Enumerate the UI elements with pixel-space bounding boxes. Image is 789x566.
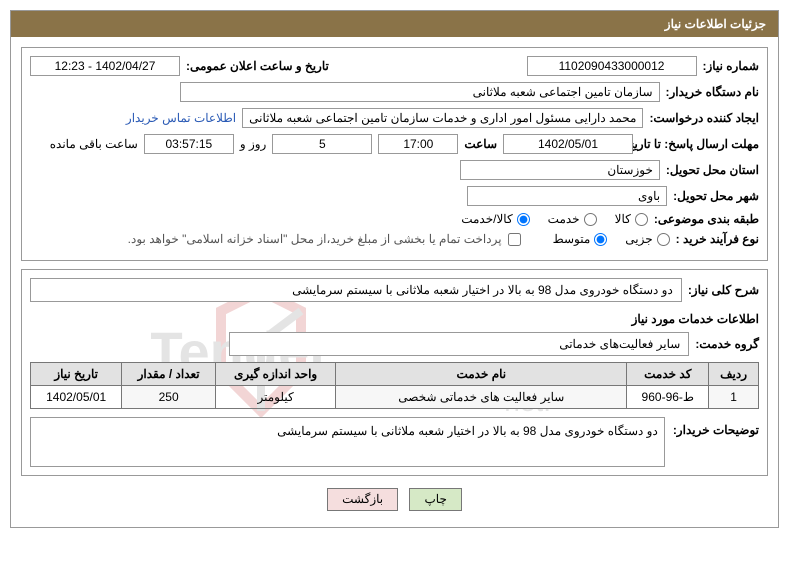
th-unit: واحد اندازه گیری <box>216 363 336 386</box>
public-announce-label: تاریخ و ساعت اعلان عمومی: <box>186 59 329 73</box>
purchase-type-group: جزیی متوسط <box>553 232 670 246</box>
info-box: شماره نیاز: 1102090433000012 تاریخ و ساع… <box>21 47 768 261</box>
purchase-type-label: نوع فرآیند خرید : <box>676 232 759 246</box>
table-header-row: ردیف کد خدمت نام خدمت واحد اندازه گیری ت… <box>31 363 759 386</box>
service-group-label: گروه خدمت: <box>695 337 759 351</box>
need-box: شرح کلی نیاز: دو دستگاه خودروی مدل 98 به… <box>21 269 768 476</box>
button-row: چاپ بازگشت <box>21 488 768 511</box>
panel-title: جزئیات اطلاعات نیاز <box>11 11 778 37</box>
buyer-contact-link[interactable]: اطلاعات تماس خریدار <box>126 111 236 125</box>
table-row: 1 ط-96-960 سایر فعالیت های خدماتی شخصی ک… <box>31 386 759 409</box>
countdown-value: 03:57:15 <box>144 134 234 154</box>
th-need-date: تاریخ نیاز <box>31 363 122 386</box>
province-value: خوزستان <box>460 160 660 180</box>
radio-goods-label: کالا <box>615 212 631 226</box>
details-panel: AriaTender .net جزئیات اطلاعات نیاز شمار… <box>10 10 779 528</box>
request-creator-label: ایجاد کننده درخواست: <box>649 111 759 125</box>
services-info-title: اطلاعات خدمات مورد نیاز <box>30 312 759 326</box>
radio-medium[interactable] <box>594 233 607 246</box>
cell-unit: کیلومتر <box>216 386 336 409</box>
province-label: استان محل تحویل: <box>666 163 759 177</box>
cell-need-date: 1402/05/01 <box>31 386 122 409</box>
deadline-time-value: 17:00 <box>378 134 458 154</box>
buyer-org-value: سازمان تامین اجتماعی شعبه ملاثانی <box>180 82 660 102</box>
th-qty: تعداد / مقدار <box>122 363 216 386</box>
th-row: ردیف <box>709 363 759 386</box>
radio-service-label: خدمت <box>548 212 580 226</box>
deadline-date-value: 1402/05/01 <box>503 134 633 154</box>
need-number-value: 1102090433000012 <box>527 56 697 76</box>
days-and-text: روز و <box>240 137 267 151</box>
radio-medium-label: متوسط <box>553 232 591 246</box>
back-button[interactable]: بازگشت <box>327 488 398 511</box>
overall-need-label: شرح کلی نیاز: <box>688 283 759 297</box>
th-code: کد خدمت <box>627 363 709 386</box>
radio-goods[interactable] <box>635 213 648 226</box>
subject-class-group: کالا خدمت کالا/خدمت <box>461 212 648 226</box>
payment-note: پرداخت تمام یا بخشی از مبلغ خرید،از محل … <box>128 232 502 246</box>
cell-code: ط-96-960 <box>627 386 709 409</box>
days-value: 5 <box>272 134 372 154</box>
buyer-notes-label: توضیحات خریدار: <box>673 417 759 467</box>
remaining-text: ساعت باقی مانده <box>50 137 138 151</box>
print-button[interactable]: چاپ <box>409 488 461 511</box>
subject-class-label: طبقه بندی موضوعی: <box>654 212 759 226</box>
public-announce-value: 1402/04/27 - 12:23 <box>30 56 180 76</box>
radio-service[interactable] <box>584 213 597 226</box>
request-creator-value: محمد دارایی مسئول امور اداری و خدمات ساز… <box>242 108 643 128</box>
radio-goods-service[interactable] <box>517 213 530 226</box>
city-label: شهر محل تحویل: <box>673 189 759 203</box>
radio-minor[interactable] <box>657 233 670 246</box>
cell-qty: 250 <box>122 386 216 409</box>
buyer-notes-text: دو دستگاه خودروی مدل 98 به بالا در اختیا… <box>30 417 665 467</box>
cell-row: 1 <box>709 386 759 409</box>
need-number-label: شماره نیاز: <box>703 59 759 73</box>
th-name: نام خدمت <box>336 363 627 386</box>
cell-name: سایر فعالیت های خدماتی شخصی <box>336 386 627 409</box>
services-table: ردیف کد خدمت نام خدمت واحد اندازه گیری ت… <box>30 362 759 409</box>
time-label: ساعت <box>464 137 497 151</box>
deadline-label: مهلت ارسال پاسخ: تا تاریخ: <box>639 137 759 151</box>
buyer-org-label: نام دستگاه خریدار: <box>666 85 760 99</box>
radio-goods-service-label: کالا/خدمت <box>461 212 512 226</box>
treasury-checkbox[interactable] <box>508 233 521 246</box>
city-value: باوی <box>467 186 667 206</box>
service-group-value: سایر فعالیت‌های خدماتی <box>229 332 689 356</box>
overall-need-text: دو دستگاه خودروی مدل 98 به بالا در اختیا… <box>30 278 682 302</box>
radio-minor-label: جزیی <box>625 232 652 246</box>
